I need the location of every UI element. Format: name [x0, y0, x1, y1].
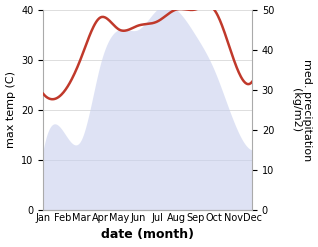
Y-axis label: med. precipitation
(kg/m2): med. precipitation (kg/m2) [291, 59, 313, 161]
X-axis label: date (month): date (month) [101, 228, 194, 242]
Y-axis label: max temp (C): max temp (C) [5, 71, 16, 148]
